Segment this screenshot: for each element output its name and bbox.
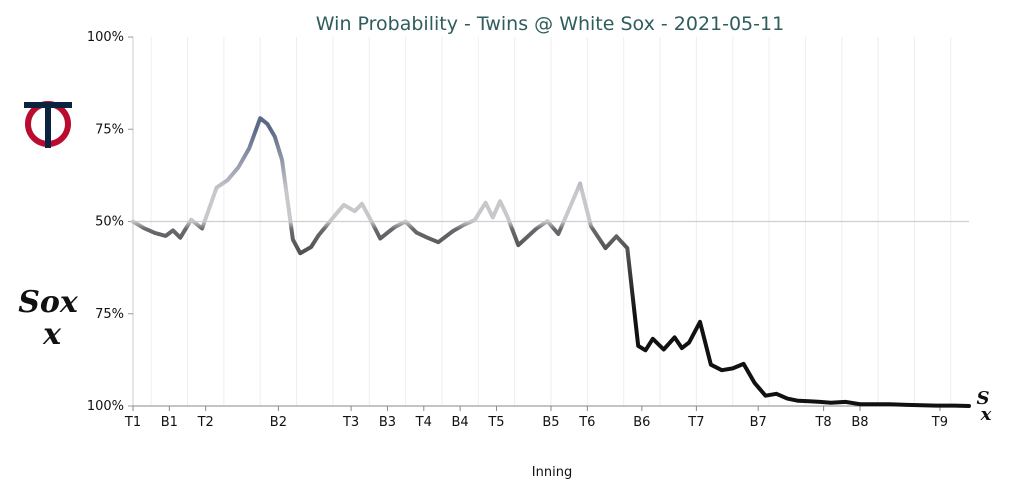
x-axis: T1 B1 T2 B2 T3 B3 T4 B4 T5 B5 T6 B6 T7 B7 T8 B8 T9	[124, 405, 969, 430]
win-probability-line	[131, 116, 971, 408]
x-tick-label: B7	[750, 415, 767, 430]
x-tick-label: B4	[452, 415, 469, 430]
x-tick-label: T2	[197, 415, 214, 430]
x-tick-label: B6	[633, 415, 650, 430]
white-sox-logo-icon: Sox x	[18, 285, 79, 352]
svg-text:x: x	[42, 317, 62, 352]
x-tick-label: T4	[415, 415, 432, 430]
x-tick-label: B3	[379, 415, 396, 430]
x-tick-label: B5	[542, 415, 559, 430]
x-tick-label: B8	[851, 415, 868, 430]
svg-text:S: S	[977, 388, 990, 409]
svg-text:x: x	[980, 404, 992, 425]
x-tick-label: T1	[124, 415, 141, 430]
series-win-probability	[131, 116, 971, 408]
white-sox-logo-end-icon: S x	[977, 388, 992, 425]
x-axis-title: Inning	[532, 465, 572, 480]
y-axis: 100% 75% 50% 75% 100%	[87, 30, 969, 414]
x-tick-label: B2	[270, 415, 287, 430]
x-tick-label: T8	[814, 415, 831, 430]
white-sox-logo-text: Sox	[18, 285, 79, 320]
y-tick-label: 50%	[95, 215, 124, 230]
y-tick-label: 75%	[95, 307, 124, 322]
x-tick-label: T9	[931, 415, 948, 430]
twins-logo-icon: TC	[24, 101, 72, 148]
chart-title: Win Probability - Twins @ White Sox - 20…	[316, 13, 784, 35]
x-tick-label: B1	[161, 415, 178, 430]
y-tick-label: 100%	[87, 399, 124, 414]
y-tick-label: 100%	[87, 30, 124, 45]
y-tick-label: 75%	[95, 122, 124, 137]
x-tick-label: T3	[342, 415, 359, 430]
x-tick-label: T6	[578, 415, 595, 430]
x-tick-label: T7	[687, 415, 704, 430]
x-tick-label: T5	[487, 415, 504, 430]
